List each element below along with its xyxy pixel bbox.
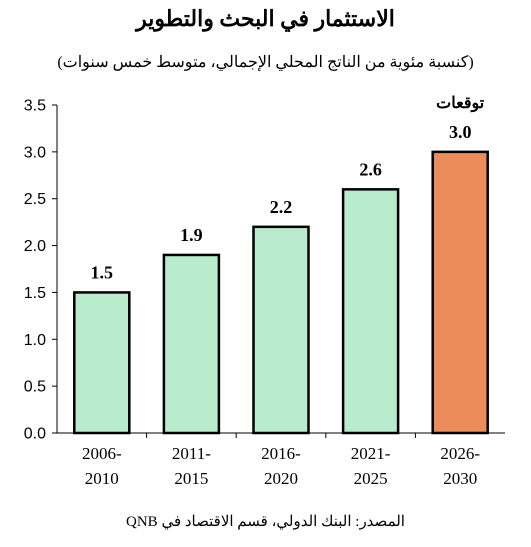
bar — [341, 188, 400, 435]
y-tick-label: 1.5 — [24, 285, 46, 302]
chart-title: الاستثمار في البحث والتطوير — [136, 6, 395, 31]
forecast-label: توقعات — [436, 95, 485, 113]
bar — [252, 225, 310, 435]
y-tick-label: 0.5 — [24, 379, 46, 396]
y-tick-label: 2.0 — [24, 238, 46, 255]
data-label: 1.9 — [180, 225, 203, 245]
x-tick-label: 2030 — [443, 469, 477, 488]
x-tick-label: 2015 — [174, 469, 208, 488]
x-tick-label: 2016- — [261, 444, 301, 463]
x-tick-label: 2010 — [85, 469, 119, 488]
data-label: 2.6 — [359, 159, 382, 179]
data-label: 1.5 — [91, 262, 114, 282]
x-tick-label: 2026- — [440, 444, 480, 463]
y-tick-label: 1.0 — [24, 332, 46, 349]
data-label: 3.0 — [449, 122, 472, 142]
x-tick-label: 2025 — [354, 469, 388, 488]
data-label: 2.2 — [270, 197, 293, 217]
y-tick-label: 2.5 — [24, 191, 46, 208]
x-tick-label: 2011- — [172, 444, 211, 463]
bar — [162, 253, 221, 435]
x-tick-label: 2021- — [351, 444, 391, 463]
bar — [73, 291, 131, 435]
chart-source: المصدر: البنك الدولي، قسم الاقتصاد في QN… — [126, 514, 405, 530]
x-tick-label: 2020 — [264, 469, 298, 488]
y-tick-label: 3.5 — [24, 98, 46, 115]
bar — [431, 150, 489, 435]
y-tick-label: 0.0 — [24, 426, 46, 443]
y-tick-label: 3.0 — [24, 144, 46, 161]
x-tick-label: 2006- — [82, 444, 122, 463]
chart-subtitle: (كنسبة مئوية من الناتج المحلي الإجمالي، … — [57, 54, 474, 71]
